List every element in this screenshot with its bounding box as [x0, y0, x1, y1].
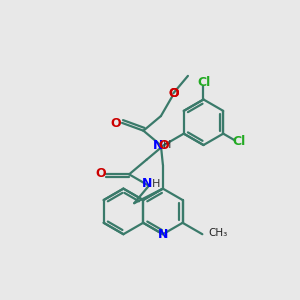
Text: N: N [142, 177, 152, 190]
Text: Cl: Cl [232, 135, 246, 148]
Text: H: H [163, 140, 171, 150]
Text: H: H [152, 179, 160, 189]
Text: N: N [153, 139, 163, 152]
Text: O: O [159, 139, 169, 152]
Text: N: N [158, 228, 168, 241]
Text: O: O [111, 117, 122, 130]
Text: O: O [95, 167, 106, 180]
Text: O: O [168, 87, 178, 100]
Text: CH₃: CH₃ [208, 228, 227, 238]
Text: O: O [168, 87, 178, 100]
Text: Cl: Cl [198, 76, 211, 89]
